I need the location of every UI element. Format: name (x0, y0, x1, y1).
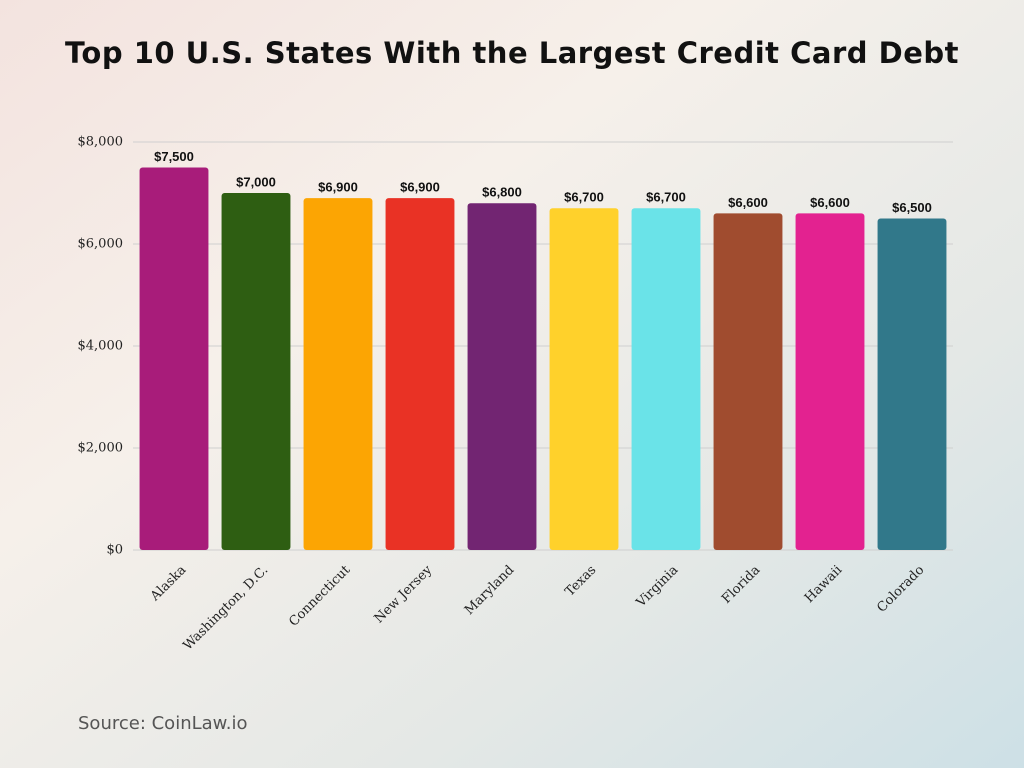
value-label: $6,600 (728, 195, 768, 210)
bar (221, 193, 291, 550)
bar (549, 208, 619, 551)
value-label: $6,900 (318, 180, 358, 195)
bar (467, 203, 537, 550)
bar (385, 198, 455, 550)
value-label: $6,800 (482, 185, 522, 200)
value-label: $6,700 (564, 190, 604, 205)
value-label: $7,500 (154, 149, 194, 164)
y-tick-label: $0 (106, 543, 123, 558)
source: Source: CoinLaw.io (78, 713, 247, 734)
value-label: $6,900 (400, 180, 440, 195)
bar (303, 198, 373, 550)
y-tick-label: $2,000 (78, 441, 124, 456)
value-label: $7,000 (236, 174, 276, 189)
bar (713, 213, 783, 550)
y-tick-label: $6,000 (78, 237, 124, 252)
y-tick-label: $8,000 (78, 135, 124, 150)
bar (631, 208, 701, 551)
bar (795, 213, 865, 550)
y-tick-label: $4,000 (78, 339, 124, 354)
value-label: $6,600 (810, 195, 850, 210)
chart-title: Top 10 U.S. States With the Largest Cred… (65, 36, 959, 70)
value-label: $6,700 (646, 190, 686, 205)
value-label: $6,500 (892, 200, 932, 215)
bar (139, 167, 209, 550)
bar (877, 218, 947, 550)
